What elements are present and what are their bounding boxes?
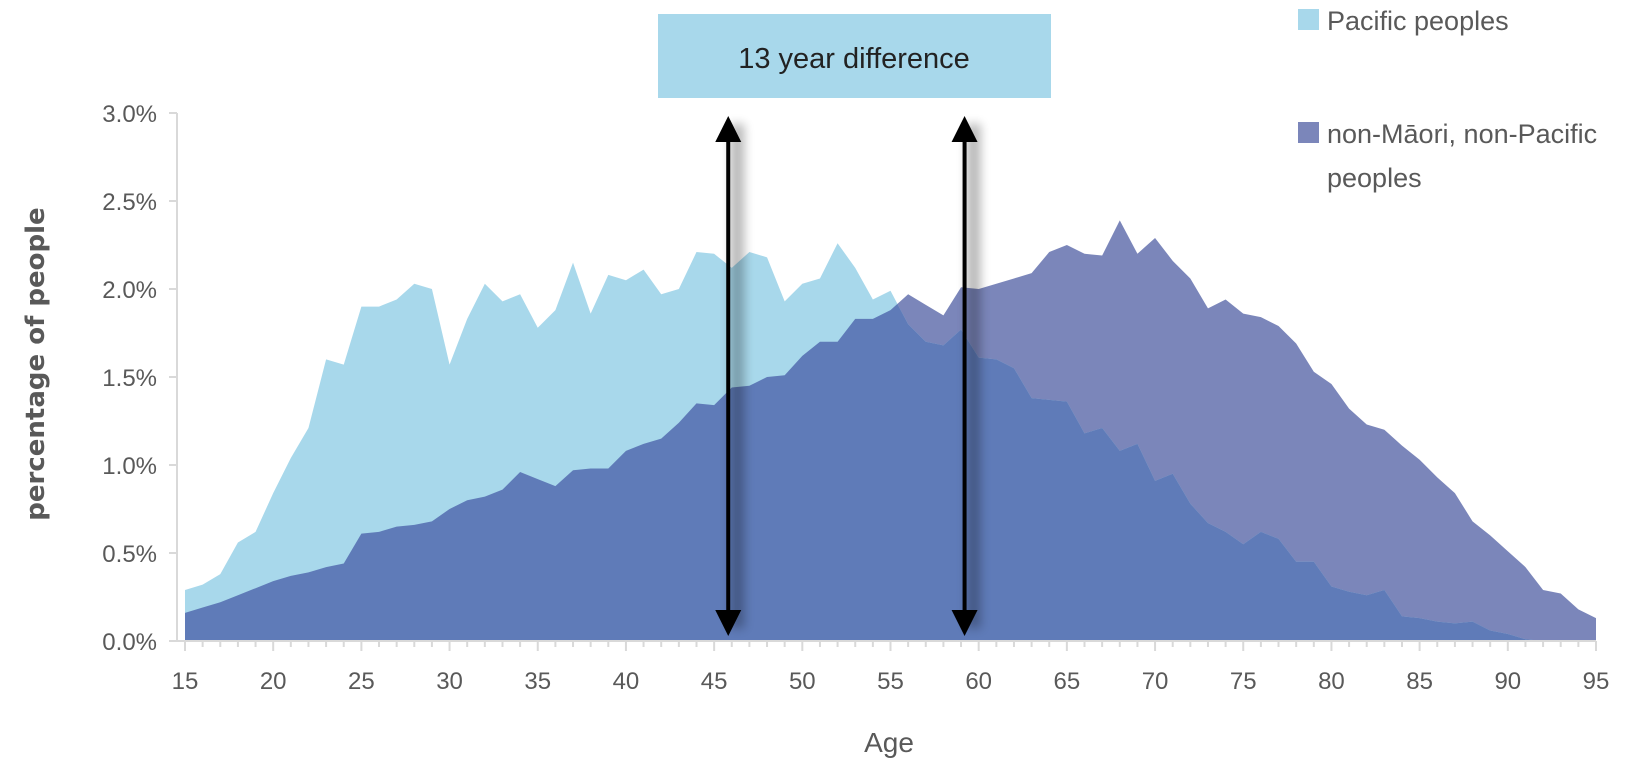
difference-arrow: [715, 116, 745, 636]
x-tick-label: 70: [1142, 668, 1169, 695]
y-tick-label: 2.0%: [102, 277, 157, 304]
annotation: 13 year difference: [658, 14, 1051, 98]
axes: [169, 112, 1597, 651]
y-tick-label: 0.5%: [102, 541, 157, 568]
x-tick-label: 35: [524, 668, 551, 695]
x-tick-label: 95: [1583, 668, 1610, 695]
x-tick-label: 30: [436, 668, 463, 695]
legend-swatch-non-maori: [1298, 122, 1319, 143]
legend: Pacific peoples non-Māori, non-Pacific p…: [1298, 6, 1597, 193]
x-tick-label: 65: [1054, 668, 1081, 695]
x-tick-label: 20: [260, 668, 287, 695]
x-tick-label: 55: [877, 668, 904, 695]
x-tick-label: 40: [613, 668, 640, 695]
difference-arrow: [951, 116, 981, 636]
y-tick-label: 0.0%: [102, 629, 157, 656]
y-tick-label: 1.0%: [102, 453, 157, 480]
legend-swatch-pacific: [1298, 9, 1319, 30]
y-tick-label: 2.5%: [102, 189, 157, 216]
x-tick-label: 15: [172, 668, 199, 695]
x-tick-label: 75: [1230, 668, 1257, 695]
x-tick-label: 90: [1494, 668, 1521, 695]
y-axis-title: percentage of people: [21, 207, 51, 520]
legend-label-pacific: Pacific peoples: [1327, 6, 1509, 36]
x-tick-label: 85: [1406, 668, 1433, 695]
x-tick-label: 50: [789, 668, 816, 695]
legend-label-non-maori-line2: peoples: [1327, 163, 1422, 193]
legend-label-non-maori-line1: non-Māori, non-Pacific: [1327, 119, 1597, 149]
annotation-text: 13 year difference: [738, 43, 970, 75]
y-tick-labels: 0.0% 0.5% 1.0% 1.5% 2.0% 2.5% 3.0%: [102, 101, 157, 656]
x-tick-labels: 15 20 25 30 35 40 45 50 55 60 65 70 75 80 85 90 95: [172, 668, 1610, 695]
x-axis-title: Age: [864, 727, 914, 758]
x-tick-label: 45: [701, 668, 728, 695]
annotation-box: [658, 14, 1051, 98]
x-tick-label: 60: [965, 668, 992, 695]
plot-areas: [185, 220, 1596, 642]
x-tick-label: 25: [348, 668, 375, 695]
difference-arrows: [715, 116, 981, 636]
y-tick-label: 3.0%: [102, 101, 157, 128]
x-tick-label: 80: [1318, 668, 1345, 695]
y-tick-label: 1.5%: [102, 365, 157, 392]
